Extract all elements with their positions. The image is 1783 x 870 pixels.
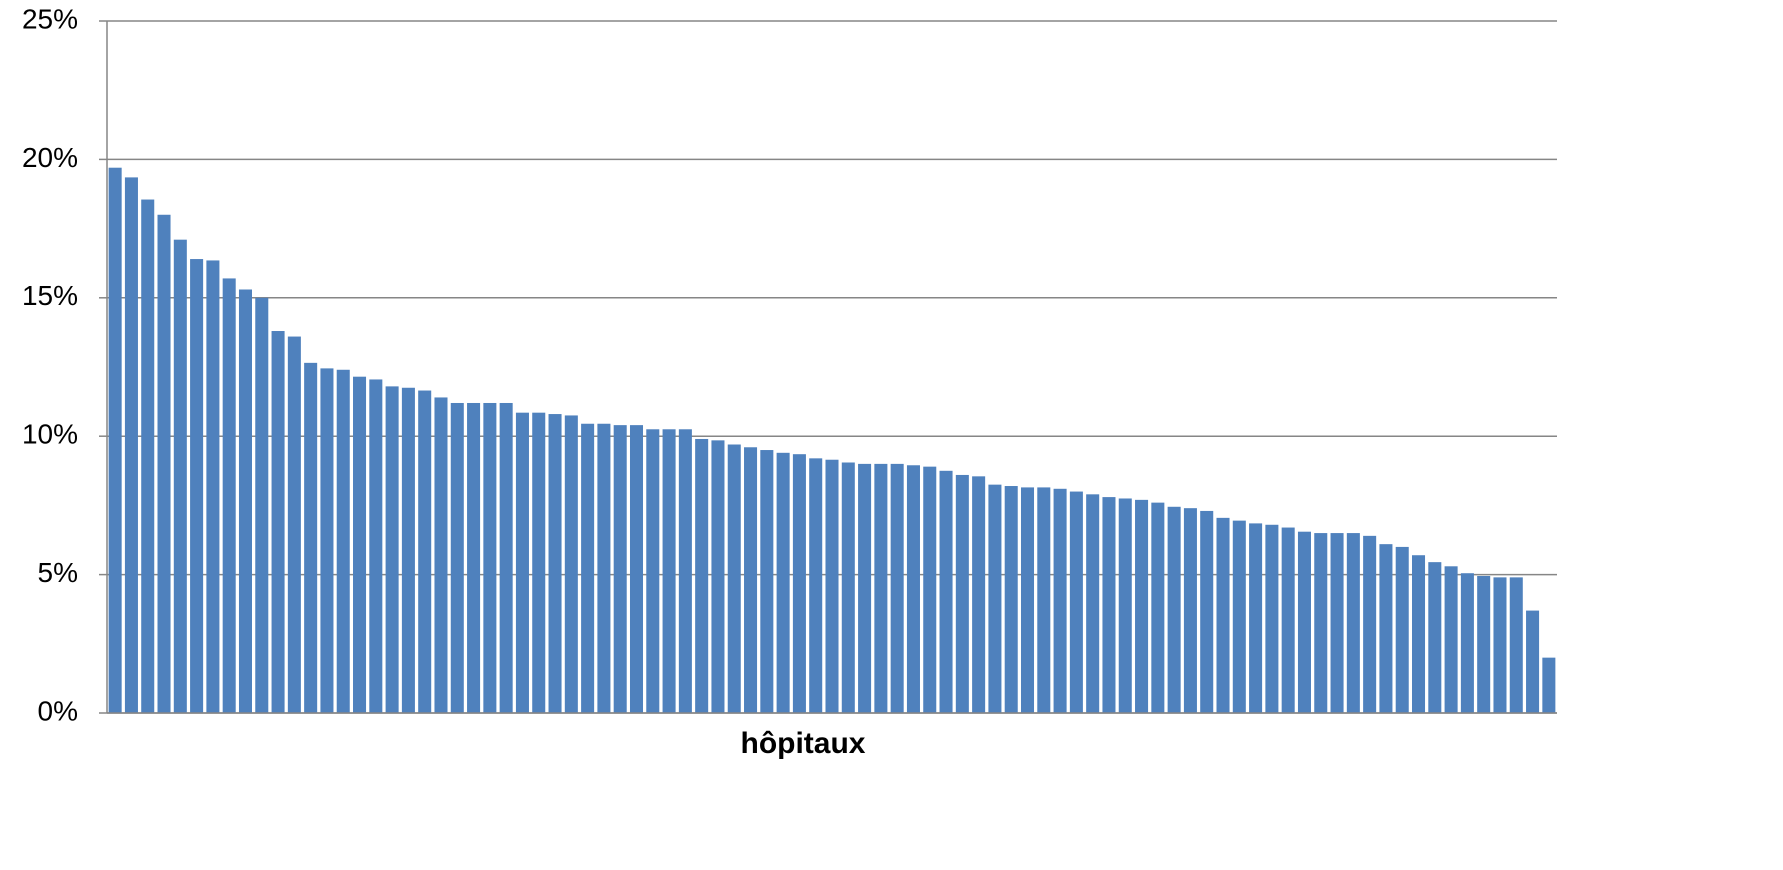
bar (173, 239, 187, 713)
bar (499, 402, 513, 713)
bar (858, 463, 872, 713)
bar (646, 429, 660, 713)
bar (1053, 488, 1067, 713)
bar (1444, 566, 1458, 713)
bar (1135, 499, 1149, 713)
bar (287, 336, 301, 713)
bar (1265, 524, 1279, 713)
bar (157, 214, 171, 713)
bar (1200, 510, 1214, 713)
bar (1363, 535, 1377, 713)
bar (401, 387, 415, 713)
bar (548, 414, 562, 713)
bar (597, 423, 611, 713)
x-axis-label: hôpitaux (741, 727, 866, 760)
bar (1151, 502, 1165, 713)
bar (1428, 562, 1442, 713)
bar (564, 415, 578, 713)
bar (1526, 610, 1540, 713)
bar (369, 379, 383, 713)
bar (1460, 573, 1474, 713)
bar (1330, 533, 1344, 713)
bar (1167, 506, 1181, 713)
y-tick-label: 15% (22, 280, 78, 311)
bar (1069, 491, 1083, 713)
bar (1346, 533, 1360, 713)
bar (711, 440, 725, 713)
bar (1086, 494, 1100, 713)
bar (1249, 523, 1263, 713)
bar (222, 278, 236, 713)
bar (1477, 575, 1491, 713)
bar (206, 260, 220, 713)
bar (515, 412, 529, 713)
bar (304, 362, 318, 713)
y-tick-label: 5% (38, 557, 78, 588)
bar (825, 459, 839, 713)
bar (255, 297, 269, 713)
bar (141, 199, 155, 713)
bar (581, 423, 595, 713)
bar (874, 463, 888, 713)
bar (1314, 533, 1328, 713)
bar (613, 425, 627, 713)
bar (629, 425, 644, 713)
bar (678, 429, 692, 713)
bar (271, 331, 285, 713)
bar (955, 474, 969, 713)
bar (939, 470, 953, 713)
bar (1395, 546, 1409, 713)
bar (760, 450, 774, 713)
bar (450, 402, 464, 713)
y-tick-label: 0% (38, 695, 78, 726)
bar (1281, 527, 1295, 713)
y-tick-label: 10% (22, 419, 78, 450)
bar (385, 386, 399, 713)
bar (1118, 498, 1132, 713)
bar (353, 376, 367, 713)
bar (190, 259, 204, 713)
bar (467, 402, 481, 713)
bar (727, 444, 741, 713)
bar (1216, 517, 1230, 713)
bar (336, 369, 350, 713)
bar (1379, 544, 1393, 713)
bar (1412, 555, 1426, 713)
bar (662, 429, 676, 713)
bar (988, 484, 1002, 713)
bar (418, 390, 432, 713)
bar (124, 177, 138, 714)
bar (1102, 497, 1116, 713)
y-tick-label: 25% (22, 3, 78, 34)
bar (532, 412, 546, 713)
bar (1542, 657, 1556, 713)
bar (1232, 520, 1246, 713)
bar (1037, 487, 1051, 713)
bar (809, 458, 823, 713)
bar (1297, 531, 1311, 713)
bar (1509, 577, 1523, 713)
bar (744, 447, 758, 713)
bar (695, 438, 709, 713)
bar (108, 167, 122, 714)
bar (972, 476, 986, 713)
bar (238, 289, 252, 713)
bar (483, 402, 497, 713)
bar (841, 462, 855, 713)
bar (890, 463, 904, 713)
y-tick-label: 20% (22, 142, 78, 173)
bar (1493, 577, 1507, 713)
bar (1020, 487, 1035, 713)
bar (923, 466, 937, 713)
bar (906, 465, 920, 713)
bar (320, 368, 334, 713)
bar (434, 397, 448, 713)
bar (1183, 508, 1197, 713)
bar (1004, 486, 1018, 713)
bar (792, 454, 806, 713)
bar (776, 452, 790, 713)
